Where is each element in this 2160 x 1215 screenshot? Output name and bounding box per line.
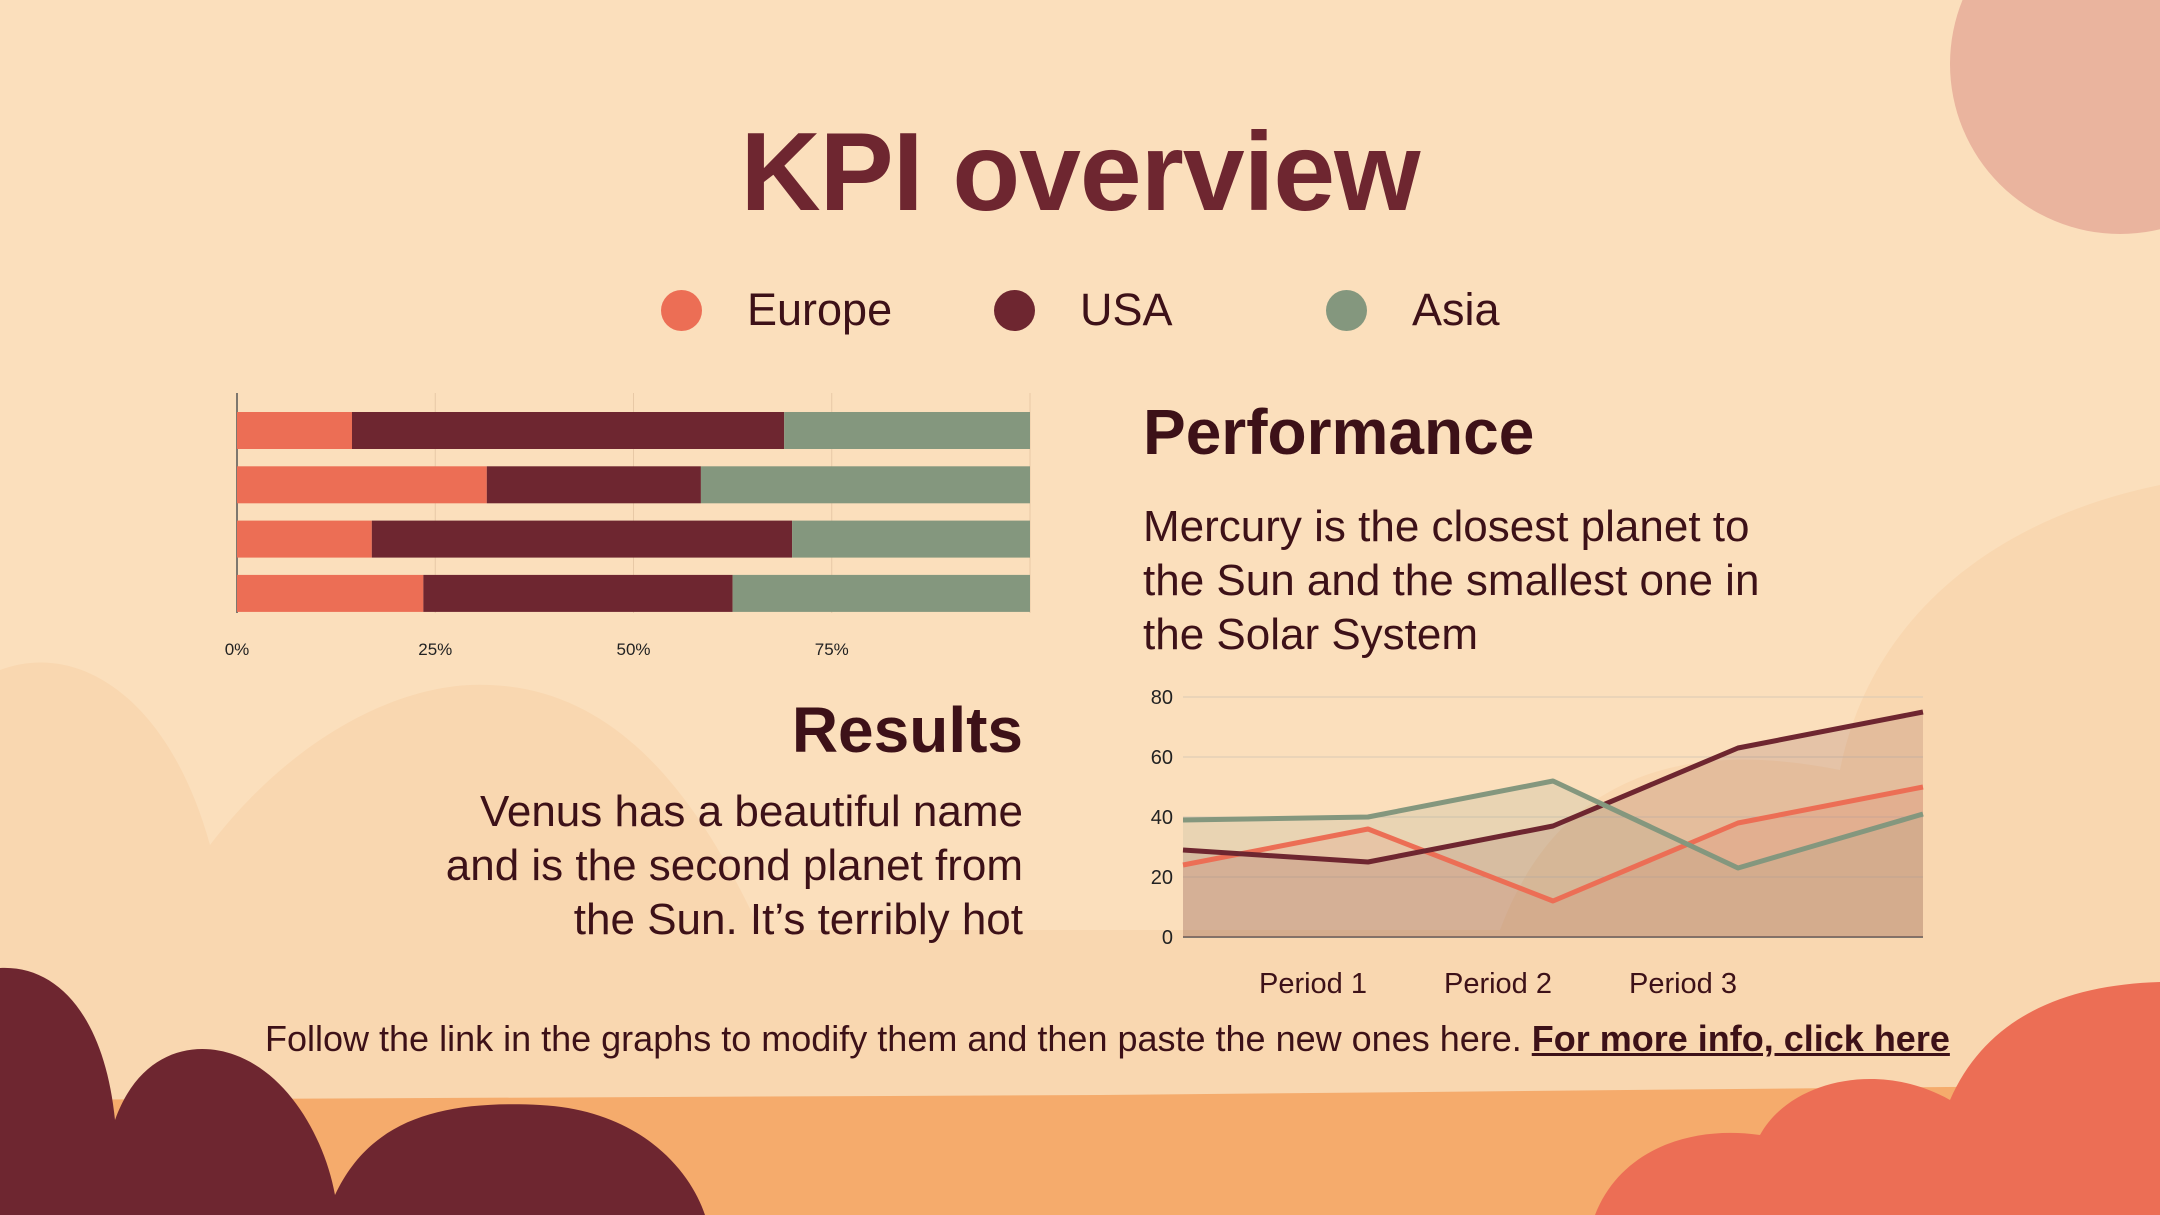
x-tick-label: 50%	[616, 640, 650, 659]
bar-segment-europe	[237, 520, 372, 558]
y-tick-label: 40	[1151, 807, 1173, 829]
bar-segment-europe	[237, 466, 487, 504]
line-europe	[1182, 784, 1924, 904]
x-tick-label: Period 1	[1259, 968, 1367, 1000]
results-line: and is the second planet from	[445, 841, 1023, 890]
legend-dot-europe	[661, 289, 702, 331]
line-ticks: 0 20 40 60 80 Period 1 Period 2 Period 3	[1151, 687, 1737, 1000]
sun-circle-shape	[1950, 0, 2160, 234]
performance-line: Mercury is the closest planet to	[1143, 502, 1750, 551]
light-hill-shape	[0, 485, 2160, 1215]
stacked-bar-chart[interactable]: 0% 25% 50% 75%	[210, 385, 1060, 670]
y-tick-label: 60	[1151, 747, 1173, 769]
y-tick-label: 20	[1151, 867, 1173, 889]
legend-item-asia: Asia	[1326, 284, 1500, 336]
x-tick-label: Period 3	[1629, 968, 1737, 1000]
line-chart[interactable]: 0 20 40 60 80 Period 1 Period 2 Period 3	[1130, 680, 1930, 1010]
legend-label-asia: Asia	[1412, 284, 1500, 335]
results-text: Venus has a beautiful name and is the se…	[323, 785, 1023, 947]
legend-label-usa: USA	[1080, 284, 1173, 335]
x-tick-label: Period 2	[1444, 968, 1552, 1000]
legend-dot-asia	[1326, 289, 1367, 331]
area-asia	[1183, 781, 1923, 937]
bar-segment-usa	[371, 520, 793, 558]
coral-bush-shape	[1595, 982, 2160, 1215]
results-line: Venus has a beautiful name	[479, 787, 1023, 836]
legend-item-usa: USA	[994, 284, 1173, 336]
bar-segment-usa	[423, 574, 733, 612]
x-tick-label: 25%	[418, 640, 452, 659]
footer-text: Follow the link in the graphs to modify …	[265, 1018, 1532, 1059]
legend-dot-usa	[994, 289, 1035, 331]
line-marks	[1182, 709, 1924, 904]
area-usa	[1183, 712, 1923, 937]
performance-line: the Sun and the smallest one in	[1143, 556, 1760, 605]
bar-segment-usa	[351, 412, 785, 449]
footer-note: Follow the link in the graphs to modify …	[265, 1018, 1965, 1060]
y-tick-label: 80	[1151, 687, 1173, 709]
bar-segment-europe	[237, 574, 424, 612]
x-tick-label: 75%	[815, 640, 849, 659]
results-line: the Sun. It’s terribly hot	[573, 895, 1023, 944]
bar-marks	[237, 412, 1030, 612]
bar-segment-asia	[792, 520, 1030, 558]
bar-segment-asia	[784, 412, 1030, 449]
bar-segment-europe	[237, 412, 352, 449]
performance-line: the Solar System	[1143, 610, 1479, 659]
legend-label-europe: Europe	[747, 284, 893, 335]
bar-segment-usa	[486, 466, 701, 504]
bar-segment-asia	[700, 466, 1030, 504]
y-tick-label: 0	[1162, 927, 1173, 949]
performance-heading: Performance	[1143, 396, 1535, 468]
line-usa	[1182, 709, 1924, 865]
performance-text: Mercury is the closest planet to the Sun…	[1143, 500, 1843, 662]
line-asia	[1182, 778, 1924, 871]
page-title: KPI overview	[740, 110, 1421, 234]
bar-segment-asia	[732, 574, 1030, 612]
legend-item-europe: Europe	[661, 284, 892, 336]
more-info-link[interactable]: For more info, click here	[1531, 1018, 1950, 1059]
bar-ticks: 0% 25% 50% 75%	[225, 640, 849, 659]
results-heading: Results	[791, 694, 1023, 766]
dark-bush-shape	[0, 967, 705, 1215]
x-tick-label: 0%	[225, 640, 250, 659]
